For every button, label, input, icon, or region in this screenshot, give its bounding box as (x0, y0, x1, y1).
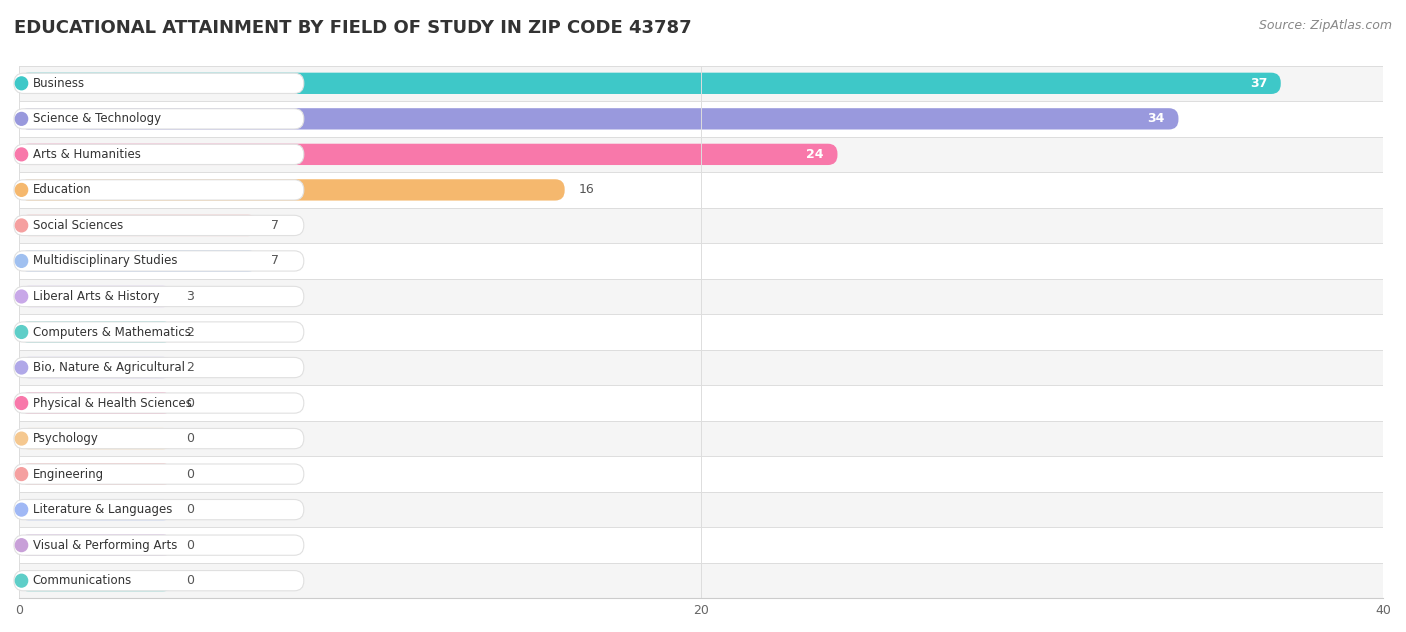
Text: Engineering: Engineering (32, 468, 104, 480)
FancyBboxPatch shape (20, 428, 173, 449)
Circle shape (15, 183, 28, 197)
Circle shape (15, 361, 28, 374)
FancyBboxPatch shape (14, 144, 304, 164)
FancyBboxPatch shape (20, 570, 173, 592)
Bar (20, 386, 1384, 421)
Text: 34: 34 (1147, 112, 1164, 125)
Bar (20, 456, 1384, 492)
Circle shape (15, 112, 28, 125)
Circle shape (15, 219, 28, 232)
Circle shape (15, 538, 28, 552)
Text: Source: ZipAtlas.com: Source: ZipAtlas.com (1258, 19, 1392, 32)
FancyBboxPatch shape (14, 73, 304, 94)
Text: Education: Education (32, 183, 91, 197)
FancyBboxPatch shape (20, 108, 1178, 130)
FancyBboxPatch shape (20, 463, 173, 485)
Circle shape (15, 148, 28, 161)
Circle shape (15, 503, 28, 516)
FancyBboxPatch shape (14, 499, 304, 520)
Text: Science & Technology: Science & Technology (32, 112, 160, 125)
FancyBboxPatch shape (14, 428, 304, 449)
Text: 7: 7 (271, 219, 280, 232)
Text: Multidisciplinary Studies: Multidisciplinary Studies (32, 255, 177, 267)
FancyBboxPatch shape (14, 109, 304, 129)
Text: 0: 0 (186, 468, 194, 480)
FancyBboxPatch shape (20, 499, 173, 520)
Text: Business: Business (32, 77, 84, 90)
FancyBboxPatch shape (14, 358, 304, 378)
Text: 0: 0 (186, 396, 194, 410)
FancyBboxPatch shape (20, 392, 173, 414)
Bar (20, 279, 1384, 314)
Circle shape (15, 574, 28, 587)
Bar (20, 243, 1384, 279)
FancyBboxPatch shape (14, 216, 304, 236)
FancyBboxPatch shape (20, 321, 173, 343)
Bar (20, 421, 1384, 456)
Text: Bio, Nature & Agricultural: Bio, Nature & Agricultural (32, 361, 184, 374)
Bar (20, 527, 1384, 563)
Text: Physical & Health Sciences: Physical & Health Sciences (32, 396, 191, 410)
Text: 2: 2 (186, 361, 194, 374)
Text: 2: 2 (186, 325, 194, 339)
Text: 7: 7 (271, 255, 280, 267)
Text: 3: 3 (186, 290, 194, 303)
Text: Literature & Languages: Literature & Languages (32, 503, 172, 516)
Text: Communications: Communications (32, 574, 132, 587)
Circle shape (15, 397, 28, 410)
Circle shape (15, 77, 28, 90)
Bar (20, 208, 1384, 243)
FancyBboxPatch shape (14, 393, 304, 413)
Bar (20, 492, 1384, 527)
FancyBboxPatch shape (14, 286, 304, 307)
FancyBboxPatch shape (20, 143, 838, 165)
FancyBboxPatch shape (14, 535, 304, 556)
Bar (20, 137, 1384, 172)
Bar (20, 349, 1384, 386)
Text: 24: 24 (806, 148, 824, 161)
Circle shape (15, 432, 28, 445)
FancyBboxPatch shape (20, 250, 257, 272)
FancyBboxPatch shape (14, 464, 304, 484)
Text: EDUCATIONAL ATTAINMENT BY FIELD OF STUDY IN ZIP CODE 43787: EDUCATIONAL ATTAINMENT BY FIELD OF STUDY… (14, 19, 692, 37)
Text: Computers & Mathematics: Computers & Mathematics (32, 325, 191, 339)
FancyBboxPatch shape (20, 286, 173, 307)
Text: Social Sciences: Social Sciences (32, 219, 122, 232)
Text: 0: 0 (186, 503, 194, 516)
Text: 0: 0 (186, 538, 194, 552)
FancyBboxPatch shape (14, 251, 304, 271)
Bar (20, 66, 1384, 101)
Bar (20, 314, 1384, 349)
Text: Visual & Performing Arts: Visual & Performing Arts (32, 538, 177, 552)
Text: Liberal Arts & History: Liberal Arts & History (32, 290, 159, 303)
Text: 16: 16 (578, 183, 595, 197)
Circle shape (15, 468, 28, 480)
Text: Psychology: Psychology (32, 432, 98, 445)
Text: 37: 37 (1250, 77, 1267, 90)
Text: 0: 0 (186, 432, 194, 445)
FancyBboxPatch shape (14, 571, 304, 591)
Bar (20, 101, 1384, 137)
FancyBboxPatch shape (20, 215, 257, 236)
Circle shape (15, 325, 28, 338)
Text: 0: 0 (186, 574, 194, 587)
Text: Arts & Humanities: Arts & Humanities (32, 148, 141, 161)
Circle shape (15, 290, 28, 303)
FancyBboxPatch shape (20, 73, 1281, 94)
Bar (20, 563, 1384, 599)
FancyBboxPatch shape (20, 179, 565, 200)
FancyBboxPatch shape (20, 357, 173, 378)
Circle shape (15, 255, 28, 267)
FancyBboxPatch shape (14, 322, 304, 342)
FancyBboxPatch shape (20, 535, 173, 556)
FancyBboxPatch shape (14, 179, 304, 200)
Bar (20, 172, 1384, 208)
